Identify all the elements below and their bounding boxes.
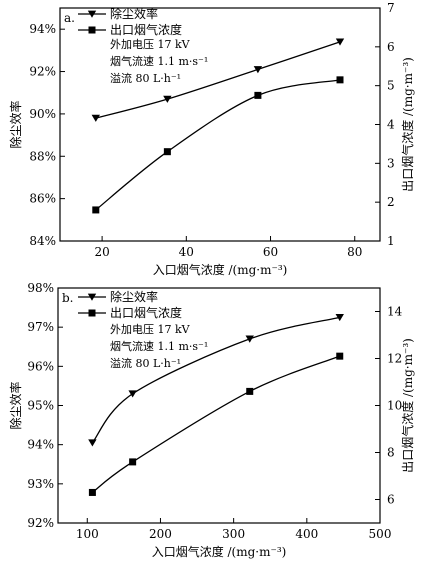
panel-2-annotation-3: 溢流 80 L·h⁻¹	[110, 356, 181, 370]
panel-1-y-tick-label: 84%	[29, 234, 56, 248]
panel-1-series-2-point	[163, 148, 171, 156]
panel-2-panel-label: b.	[62, 291, 74, 305]
panel-1-legend-label-1: 除尘效率	[110, 6, 158, 21]
panel-2-y2-tick-label: 14	[387, 305, 403, 319]
panel-2-y-tick-label: 98%	[27, 281, 54, 295]
panel-1-y2-tick-label: 4	[387, 118, 395, 132]
panel-2-y-tick-label: 95%	[27, 399, 54, 413]
panel-2-plot-frame	[57, 287, 381, 524]
panel-2-series-2-point	[88, 488, 96, 496]
panel-2-annotation-2: 烟气流速 1.1 m·s⁻¹	[110, 339, 208, 353]
panel-2-series-1-point	[88, 439, 97, 447]
panel-1-series-1-point	[335, 38, 345, 46]
panel-1-series-2-line	[95, 79, 341, 211]
panel-2-y2-tick-label: 10	[387, 399, 402, 413]
panel-2-y2-tick-label: 12	[387, 352, 402, 366]
panel-2-x-tick-label: 200	[149, 527, 172, 541]
panel-2-legend-label-2: 出口烟气浓度	[110, 305, 182, 320]
panel-2-y-tick-label: 92%	[27, 516, 54, 530]
panel-1-legend-marker-2	[88, 26, 96, 34]
panel-2-series-2-point	[246, 387, 254, 395]
panel-1-x-tick-label: 60	[263, 245, 278, 259]
panel-1-y-tick-label: 90%	[29, 107, 56, 121]
panel-2-x-tick-label: 300	[222, 527, 245, 541]
panel-2-y-axis-title: 除尘效率	[8, 381, 23, 429]
panel-2-series-2-point	[129, 458, 137, 466]
panel-2-series-1-point	[128, 390, 137, 398]
panel-1-series-1-line	[95, 41, 341, 119]
panel-2-y-tick-label: 97%	[27, 320, 54, 334]
panel-2-legend-label-1: 除尘效率	[110, 289, 158, 304]
panel-2-annotation-1: 外加电压 17 kV	[110, 323, 191, 336]
panel-2-y2-tick-label: 6	[387, 493, 395, 507]
panel-2-y2-axis-title: 出口烟气浓度 /(mg·m⁻³)	[400, 338, 415, 473]
panel-1-series-1-point	[163, 95, 172, 103]
panel-1-x-tick-label: 20	[94, 245, 109, 259]
panel-2-y-tick-label: 94%	[27, 438, 54, 452]
panel-1-series-2-point	[254, 91, 262, 99]
panel-2-y-tick-label: 96%	[27, 359, 54, 373]
panel-1-y2-tick-label: 2	[387, 195, 395, 209]
panel-1-y2-axis-title: 出口烟气浓度 /(mg·m⁻³)	[400, 57, 415, 192]
panel-1-y2-tick-label: 3	[387, 156, 395, 170]
panel-1-y-tick-label: 86%	[29, 192, 56, 206]
panel-2-y2-tick-label: 8	[387, 446, 395, 460]
panel-2-series-2-line	[92, 355, 340, 493]
panel-2-series-2-point	[336, 352, 344, 360]
panel-2-x-tick-label: 100	[76, 527, 99, 541]
panel-2-x-tick-label: 500	[369, 527, 392, 541]
panel-1-y2-tick-label: 7	[387, 1, 395, 15]
panel-2-series-1-line	[91, 316, 340, 444]
panel-1-annotation-3: 溢流 80 L·h⁻¹	[110, 71, 181, 85]
panel-2-series-1-point	[245, 335, 254, 343]
panel-1-series-2-point	[92, 206, 100, 214]
panel-1-y-tick-label: 92%	[29, 65, 56, 79]
panel-1-y-tick-label: 88%	[29, 149, 56, 163]
panel-1-plot-frame	[59, 7, 381, 242]
panel-1-y-tick-label: 94%	[29, 22, 56, 36]
panel-2-series-1-point	[335, 314, 344, 322]
panel-1-y2-tick-label: 5	[387, 79, 395, 93]
panel-2-y-tick-label: 93%	[27, 477, 54, 491]
panel-1-y2-tick-label: 1	[387, 234, 395, 248]
panel-1-annotation-2: 烟气流速 1.1 m·s⁻¹	[110, 54, 208, 68]
panel-1-legend-marker-1	[87, 10, 97, 18]
panel-1-y-axis-title: 除尘效率	[8, 100, 23, 148]
panel-1-series-1-point	[91, 114, 100, 122]
panel-1-annotation-1: 外加电压 17 kV	[110, 38, 191, 51]
panel-2-legend-marker-1	[87, 293, 97, 301]
panel-1-series-2-point	[336, 76, 344, 84]
panel-1-x-tick-label: 40	[179, 245, 194, 259]
panel-1-x-axis-title: 入口烟气浓度 /(mg·m⁻³)	[153, 262, 288, 277]
panel-2-legend-marker-2	[88, 309, 96, 317]
panel-2-x-axis-title: 入口烟气浓度 /(mg·m⁻³)	[152, 544, 287, 559]
panel-1-series-1-point	[253, 66, 263, 74]
panel-1-y2-tick-label: 6	[387, 40, 395, 54]
panel-1-panel-label: a.	[64, 11, 75, 25]
panel-1-legend-label-2: 出口烟气浓度	[110, 22, 182, 37]
panel-2-x-tick-label: 400	[295, 527, 318, 541]
panel-1-x-tick-label: 80	[347, 245, 362, 259]
